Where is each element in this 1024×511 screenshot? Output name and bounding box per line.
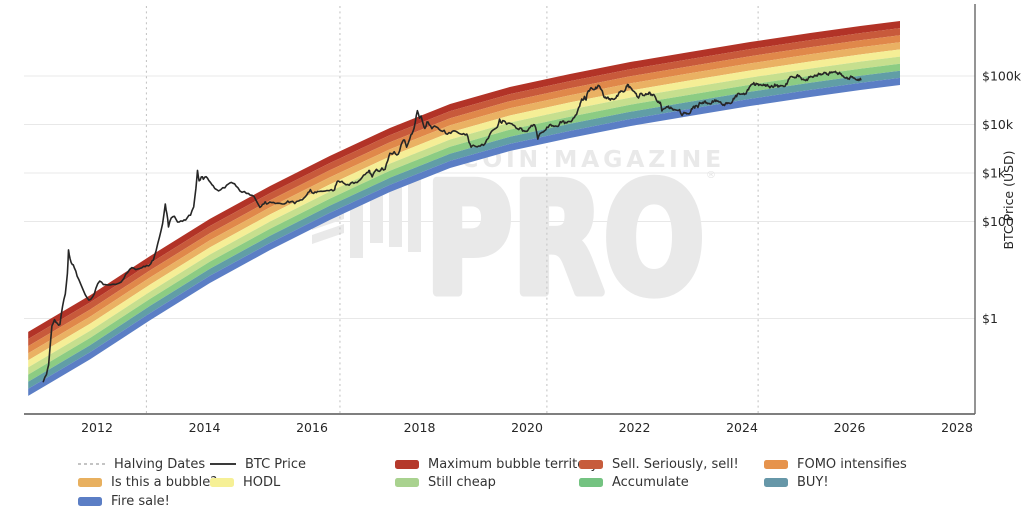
registered-trademark-icon: ®	[706, 170, 716, 181]
legend-label: Sell. Seriously, sell!	[612, 456, 739, 472]
watermark-pro-text: PRO	[426, 151, 705, 328]
legend-label: HODL	[243, 475, 281, 490]
legend-item: Halving Dates	[78, 456, 205, 472]
btc-price-line	[42, 70, 862, 383]
legend-swatch-marker	[395, 459, 419, 469]
x-tick-label: 2022	[619, 420, 651, 435]
legend-item: BTC Price	[210, 456, 306, 472]
x-tick-label: 2026	[834, 420, 866, 435]
x-tick-label: 2028	[941, 420, 973, 435]
btc-price-line-layer	[42, 70, 862, 383]
legend-swatch-marker	[764, 459, 788, 469]
legend-label: Accumulate	[612, 475, 689, 490]
legend-swatch-marker	[579, 459, 603, 469]
y-tick-label: $10k	[982, 117, 1014, 132]
legend-swatch-marker	[764, 478, 788, 487]
legend-item: Still cheap	[395, 475, 496, 491]
legend-label: BTC Price	[245, 456, 307, 472]
legend-label: FOMO intensifies	[797, 456, 907, 472]
legend-item: Fire sale!	[78, 493, 170, 509]
legend-swatch-marker	[78, 496, 102, 506]
y-axis-title: BTC Price (USD)	[1001, 150, 1016, 249]
legend-label: BUY!	[797, 475, 829, 490]
legend-item: HODL	[210, 475, 280, 491]
legend-swatch-marker	[78, 478, 102, 487]
x-tick-label: 2020	[511, 420, 543, 435]
legend-label: Maximum bubble territory	[428, 456, 599, 472]
x-tick-label: 2014	[189, 420, 221, 435]
x-tick-label: 2012	[81, 420, 113, 435]
legend-item: BUY!	[764, 475, 829, 491]
legend-dash-marker	[78, 463, 105, 465]
legend-label: Still cheap	[428, 475, 496, 490]
legend-item: FOMO intensifies	[764, 456, 907, 472]
axes-layer: 2012 2014 2016 2018 2020 2022 2024 2026 2028	[24, 4, 976, 435]
legend-item: Sell. Seriously, sell!	[579, 456, 739, 472]
legend-label: Fire sale!	[111, 493, 170, 509]
y-tick-label: $1k	[982, 166, 1006, 181]
y-tick-label: $100	[982, 214, 1014, 229]
bitcoin-magazine-watermark: BITCOIN MAGAZINE ® PRO	[312, 145, 721, 333]
grid-layer: $100k $10k $1k $100 $1 BTC Price (USD)	[24, 69, 1022, 326]
x-tick-label: 2018	[404, 420, 436, 435]
y-tick-label: $1	[982, 311, 998, 326]
x-tick-label: 2016	[296, 420, 328, 435]
legend-swatch-marker	[210, 478, 234, 487]
legend-item: Accumulate	[579, 475, 689, 491]
y-tick-label: $100k	[982, 69, 1022, 84]
legend-label: Is this a bubble?	[111, 475, 218, 490]
x-tick-label: 2024	[726, 420, 758, 435]
legend-swatch-marker	[579, 478, 603, 487]
legend-line-marker	[210, 462, 236, 466]
legend-label: Halving Dates	[114, 456, 206, 472]
rainbow-chart-canvas: $100k $10k $1k $100 $1 BTC Price (USD) BITCOI…	[24, 4, 1022, 435]
legend-swatch-marker	[395, 478, 419, 487]
legend-item: Maximum bubble territory	[395, 456, 598, 472]
legend-item: Is this a bubble?	[78, 475, 217, 491]
